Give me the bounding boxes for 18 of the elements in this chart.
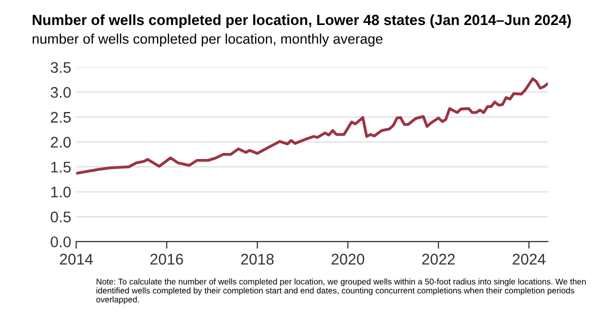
y-tick-label: 0.0	[50, 236, 71, 248]
y-tick-label: 1.5	[51, 162, 71, 173]
chart-subtitle: number of wells completed per location, monthly average	[32, 34, 382, 47]
x-tick-label: 2022	[422, 254, 455, 265]
y-tick-label: 2.5	[50, 112, 71, 123]
x-tick-label: 2018	[241, 254, 274, 265]
line-series	[76, 77, 548, 175]
y-tick-label: 3.0	[50, 86, 71, 98]
y-tick-label: 0.5	[50, 212, 71, 222]
text: Note: To calculate the number of wells completed per location, we grouped wells within a 50-foot radius into single locations. We then identified wells completed by their completion start and end dates, counting concurrent completions when their completion periods overlapped.	[96, 278, 586, 304]
x-tick-label: 2014	[60, 254, 93, 265]
x-tick-label: 2020	[332, 254, 364, 265]
x-tick-label: 2016	[150, 254, 184, 265]
chart-title: Number of wells completed per location, Lower 48 states (Jan 2014–Jun 2024)	[32, 14, 571, 28]
y-tick-label: 1.0	[51, 186, 71, 198]
y-tick-label: 2.0	[50, 136, 71, 148]
x-tick-label: 2024	[512, 254, 546, 265]
y-tick-label: 3.5	[50, 62, 71, 73]
